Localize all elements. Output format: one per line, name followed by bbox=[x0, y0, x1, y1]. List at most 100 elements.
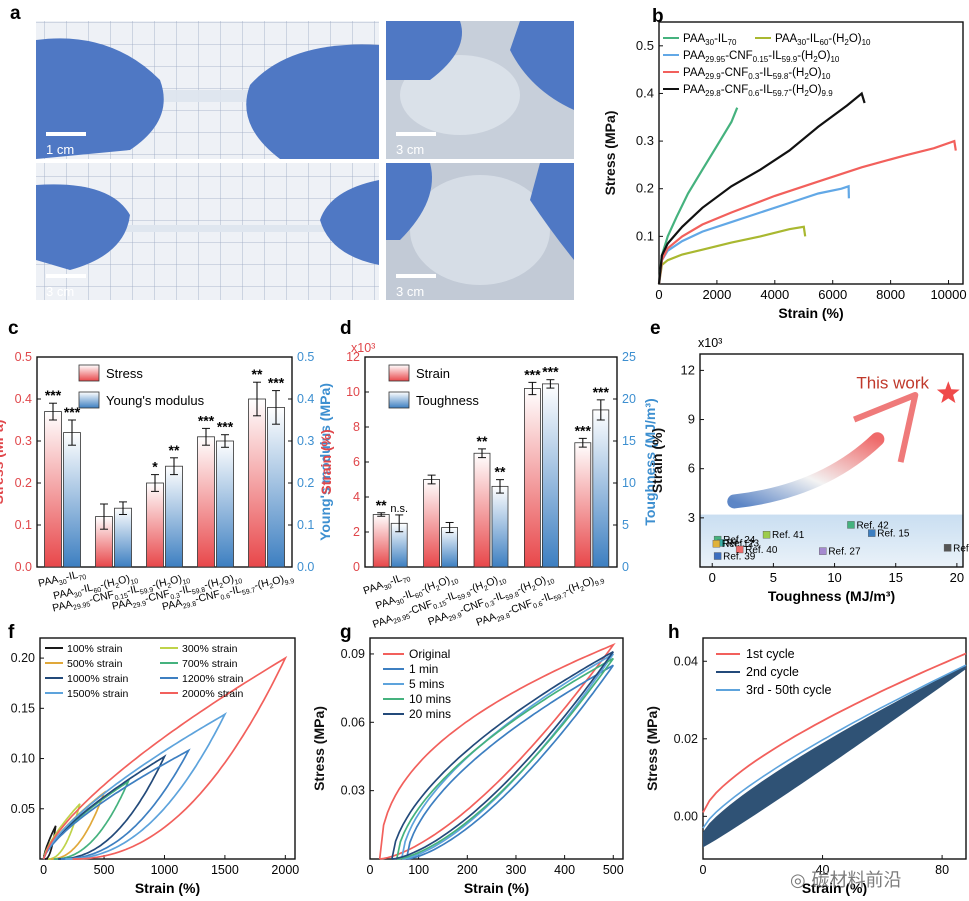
x-tick-label: 2000 bbox=[271, 863, 299, 877]
x-tick-label: 500 bbox=[94, 863, 115, 877]
watermark-text: 碳材料前沿 bbox=[811, 870, 902, 891]
y-tick-label: 0.15 bbox=[11, 701, 35, 715]
legend-swatch bbox=[78, 391, 100, 409]
point-label: Ref. 26 bbox=[953, 543, 969, 554]
plot-frame bbox=[39, 637, 296, 860]
y-axis-label: Stress (MPa) bbox=[644, 706, 660, 791]
y-tick-label: 6 bbox=[353, 455, 360, 469]
x-tick-label: 5 bbox=[770, 570, 777, 585]
point-label: Ref. 24 bbox=[723, 535, 756, 546]
bar bbox=[248, 398, 266, 568]
x-tick-label: 2000 bbox=[702, 287, 731, 302]
y-axis-label: Strain (%) bbox=[318, 429, 334, 494]
x-tick-label: 300 bbox=[506, 863, 527, 877]
y-tick-label: 4 bbox=[353, 490, 360, 504]
legend-label: Young's modulus bbox=[106, 393, 205, 408]
watermark-icon: ◎ bbox=[790, 870, 806, 891]
loop-line-g bbox=[395, 657, 614, 860]
bar bbox=[491, 485, 509, 568]
y-tick-label: 8 bbox=[353, 420, 360, 434]
x-tick-label: 20 bbox=[950, 570, 964, 585]
y-tick-label: 0.1 bbox=[636, 228, 654, 243]
photo-3cm-bottom-right: 3 cm bbox=[386, 163, 574, 300]
legend-label: 1500% strain bbox=[67, 688, 128, 700]
legend-label: Original bbox=[409, 647, 450, 661]
y-tick-label: 0.1 bbox=[15, 518, 32, 532]
x-tick-label: 10 bbox=[827, 570, 841, 585]
significance-mark: *** bbox=[64, 404, 81, 420]
point-marker bbox=[762, 531, 771, 539]
y-tick-label: 6 bbox=[688, 461, 695, 476]
y-tick-label: 0.00 bbox=[674, 809, 698, 823]
point-marker bbox=[712, 540, 721, 548]
legend-swatch bbox=[388, 364, 410, 382]
point-marker bbox=[735, 545, 744, 554]
y-tick-label: 3 bbox=[688, 510, 695, 525]
svg-text:PAA29.8-CNF0.6-IL59.7-(H2O)9.9: PAA29.8-CNF0.6-IL59.7-(H2O)9.9 bbox=[683, 84, 833, 98]
series-line-b bbox=[657, 107, 739, 285]
panel-label-f: f bbox=[8, 622, 15, 643]
point-label: Ref. 23 bbox=[727, 538, 760, 549]
point-label: This work bbox=[856, 373, 929, 392]
significance-mark: *** bbox=[198, 412, 215, 428]
significance-mark: *** bbox=[575, 422, 592, 438]
legend-label: 3rd - 50th cycle bbox=[746, 683, 832, 697]
panel-label-b: b bbox=[652, 6, 664, 27]
significance-mark: * bbox=[152, 459, 158, 475]
loop-line-g bbox=[391, 650, 614, 860]
legend-label: 20 mins bbox=[409, 707, 451, 721]
point-marker bbox=[847, 521, 855, 529]
panel-label-g: g bbox=[340, 622, 352, 643]
y-tick-label: 0.03 bbox=[341, 784, 365, 798]
loop-line-f bbox=[42, 655, 288, 860]
x-tick-label: 10000 bbox=[930, 287, 966, 302]
glove-left bbox=[36, 38, 164, 160]
y-tick-label: 0.10 bbox=[11, 752, 35, 766]
legend-label: 1st cycle bbox=[746, 647, 795, 661]
x-tick-label: 400 bbox=[554, 863, 575, 877]
x-tick-label: 1500 bbox=[211, 863, 239, 877]
y2-tick-label: 15 bbox=[622, 434, 636, 448]
y2-tick-label: 0.4 bbox=[297, 392, 314, 406]
panel-label-a: a bbox=[10, 3, 21, 24]
significance-mark: *** bbox=[45, 387, 62, 403]
y-tick-label: 2 bbox=[353, 525, 360, 539]
significance-mark: ** bbox=[477, 433, 488, 449]
y2-tick-label: 5 bbox=[622, 518, 629, 532]
chart-e: 0 5 10 15 20 3 6 9 12 Toughness (MJ/m³) Strain (%)… bbox=[649, 336, 969, 604]
cycle-line-1 bbox=[702, 652, 967, 813]
x-tick-label: 0 bbox=[700, 863, 707, 877]
y-tick-label: 0.4 bbox=[15, 392, 32, 406]
y-tick-label: 0.05 bbox=[11, 802, 35, 816]
bar bbox=[114, 507, 132, 568]
plot-frame bbox=[702, 637, 967, 860]
chart-g: 0 100 200 300 400 500 0.03 0.06 0.09 Strain (%) St… bbox=[311, 637, 624, 896]
bar bbox=[165, 465, 183, 568]
y-tick-label: 0.20 bbox=[11, 651, 35, 665]
cycle-band bbox=[703, 665, 966, 848]
series-line-b bbox=[657, 184, 850, 285]
legend-label: 500% strain bbox=[67, 658, 123, 670]
trend-arrow-head bbox=[853, 391, 919, 463]
y2-tick-label: 0.5 bbox=[297, 350, 314, 364]
y-tick-label: 0.09 bbox=[341, 647, 365, 661]
panel-label-c: c bbox=[8, 318, 19, 339]
y-tick-label: 0.3 bbox=[15, 434, 32, 448]
point-marker bbox=[943, 544, 952, 552]
y-tick-label: 0.5 bbox=[15, 350, 32, 364]
y-tick-label: 0.0 bbox=[15, 560, 32, 574]
point-label: Ref. 17 bbox=[722, 539, 755, 550]
x-tick-label: 4000 bbox=[760, 287, 789, 302]
svg-text:PAA29.9-CNF0.3-IL59.8-(H2O)10: PAA29.9-CNF0.3-IL59.8-(H2O)10 bbox=[683, 67, 831, 81]
y2-tick-label: 10 bbox=[622, 476, 636, 490]
y2-tick-label: 25 bbox=[622, 350, 636, 364]
y2-axis-label: Toughness (MJ/m³) bbox=[642, 398, 658, 525]
series-line-b bbox=[657, 139, 957, 285]
legend-label: 100% strain bbox=[67, 643, 123, 655]
significance-mark: ** bbox=[252, 366, 263, 382]
series-line-b bbox=[657, 91, 866, 285]
bar bbox=[574, 442, 592, 568]
bar bbox=[524, 388, 541, 568]
photo-1cm: 1 cm bbox=[36, 21, 379, 160]
significance-mark: *** bbox=[524, 366, 541, 382]
